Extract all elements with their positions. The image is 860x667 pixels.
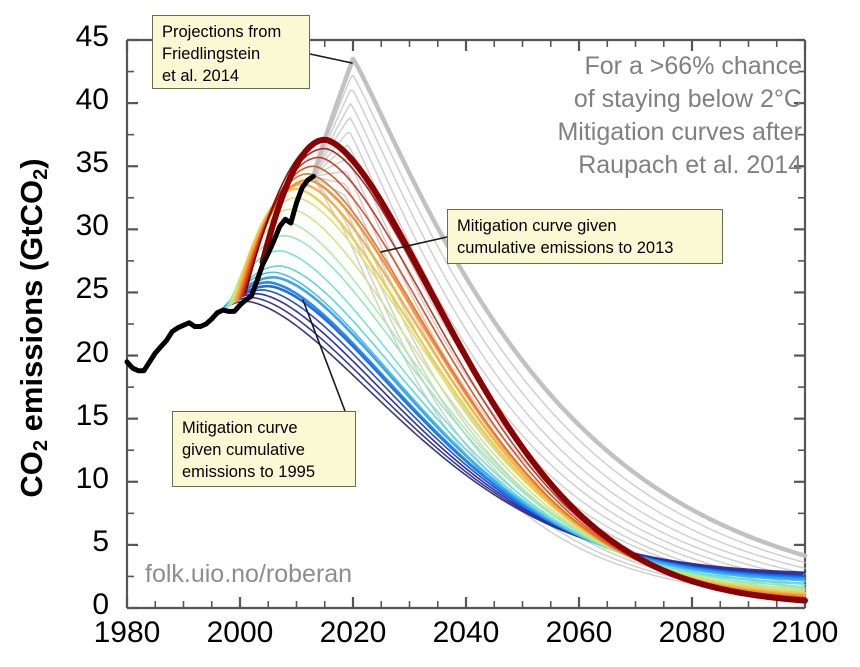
callout-projections: Projections from Friedlingstein et al. 2… [152,15,310,89]
leader-line-mitigation-1995 [302,299,346,412]
note-line-3: Mitigation curves after [557,118,802,146]
callout-mitigation-2013-line-1: Mitigation curve given [457,217,617,235]
x-tick-label-2020: 2020 [319,616,387,649]
mitigation-curve-11 [228,221,804,590]
mitigation-curves-group [210,138,807,602]
projection-curve-2 [312,89,806,570]
callout-mitigation-1995-line-3: emissions to 1995 [182,462,315,481]
mitigation-curve-12 [230,208,806,591]
callout-mitigation-2013-line-2: cumulative emissions to 2013 [457,238,674,257]
x-tick-label-2080: 2080 [658,616,726,649]
y-tick-label-40: 40 [75,83,109,117]
mitigation-curve-10 [227,234,805,588]
x-tick-label-2100: 2100 [771,616,839,649]
mitigation-curve-2013-highlight [259,136,808,604]
x-tick-label-2040: 2040 [432,616,500,649]
y-tick-label-30: 30 [75,209,109,243]
projection-curve-3 [312,102,806,575]
x-tick-label-2060: 2060 [545,616,613,649]
y-tick-label-15: 15 [75,398,109,432]
projection-curve-highlight [311,56,808,558]
callout-projections-line-2: Friedlingstein [162,44,261,63]
leader-line-mitigation-2013 [380,236,448,253]
mitigation-curve-0 [210,300,806,574]
callout-projections-line-1: Projections from [162,23,282,41]
x-tick-label-1980: 1980 [93,616,161,649]
watermark-url: folk.uio.no/roberan [145,560,353,588]
y-tick-label-10: 10 [75,461,109,495]
historical-emissions-line [124,173,316,374]
y-tick-label-20: 20 [75,335,109,369]
y-tick-label-35: 35 [75,146,109,180]
projection-curve-5 [312,131,806,583]
callout-mitigation-1995-line-2: given cumulative [182,440,305,459]
callout-projections-line-3: et al. 2014 [162,66,240,85]
projection-curve-1 [312,74,806,564]
projection-curve-4 [312,117,806,579]
mitigation-curve-14 [233,187,807,595]
note-line-1: For a >66% chance [584,52,803,80]
x-tick-label-2000: 2000 [206,616,274,649]
callout-mitigation-1995-line-1: Mitigation curve [182,419,298,437]
leader-line-projections [309,53,353,64]
mitigation-curve-9 [225,250,804,585]
note-line-4: Raupach et al. 2014 [578,151,802,179]
y-tick-label-0: 0 [92,588,109,621]
y-tick-label-25: 25 [75,272,109,306]
callout-mitigation-1995: Mitigation curve given cumulative emissi… [172,411,356,487]
callout-mitigation-2013: Mitigation curve given cumulative emissi… [447,209,723,264]
chart-note-block: For a >66% chance of staying below 2°C M… [440,50,802,182]
note-line-2: of staying below 2°C [573,85,802,113]
y-tick-label-5: 5 [92,524,109,558]
mitigation-curve-7 [222,271,806,582]
mitigation-curve-1 [212,296,805,575]
y-tick-label-45: 45 [75,20,109,53]
